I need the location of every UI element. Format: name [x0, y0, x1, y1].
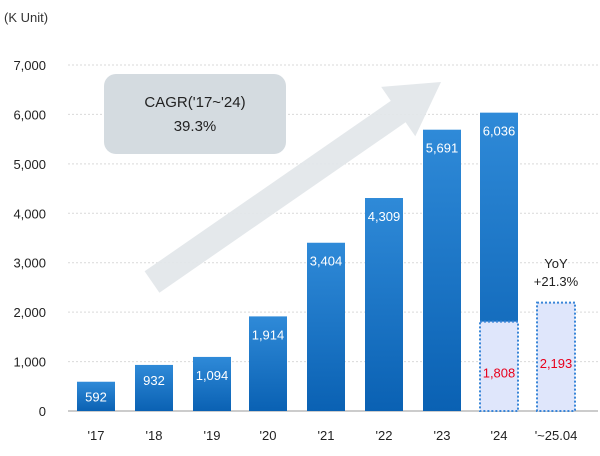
x-tick-label: '24: [491, 428, 508, 443]
bar-value-label: 1,094: [196, 368, 229, 383]
bar: [365, 198, 403, 411]
x-tick-label: '22: [376, 428, 393, 443]
overlay-value-label: 2,193: [540, 356, 573, 371]
x-tick-label: '19: [204, 428, 221, 443]
y-tick-label: 6,000: [13, 107, 46, 122]
y-tick-label: 2,000: [13, 305, 46, 320]
yoy-label: YoY: [544, 256, 568, 271]
y-tick-label: 1,000: [13, 355, 46, 370]
overlay-bar: [479, 320, 519, 413]
cagr-label: CAGR('17~'24): [144, 94, 245, 111]
y-tick-label: 0: [39, 404, 46, 419]
bar: [77, 381, 115, 411]
overlay-value-label: 1,808: [483, 365, 516, 380]
x-tick-label: '20: [260, 428, 277, 443]
bar: [135, 364, 173, 411]
bar-value-label: 4,309: [368, 209, 401, 224]
y-tick-label: 5,000: [13, 157, 46, 172]
y-tick-label: 7,000: [13, 58, 46, 73]
growth-arrow-icon: [144, 82, 441, 293]
bar: [249, 316, 287, 411]
y-tick-label: 3,000: [13, 256, 46, 271]
cagr-value: 39.3%: [174, 118, 217, 135]
x-tick-label: '18: [146, 428, 163, 443]
labels: (K Unit) 0 1,000 2,000 3,000 4,000 5,000 6,000 7…: [4, 10, 577, 443]
bar-value-label: 5,691: [426, 141, 459, 156]
bar-value-label: 6,036: [483, 124, 516, 139]
growth-arrow-shape: [144, 82, 441, 293]
bar-value-label: 932: [143, 373, 165, 388]
callouts: CAGR('17~'24) 39.3% YoY +21.3%: [104, 74, 579, 289]
bar: [423, 129, 461, 411]
x-tick-label: '~25.04: [535, 428, 578, 443]
x-tick-label: '17: [88, 428, 105, 443]
x-tick-label: '23: [434, 428, 451, 443]
bars: [77, 112, 576, 413]
cagr-callout-box: [104, 74, 286, 154]
x-tick-label: '21: [318, 428, 335, 443]
overlay-bar: [536, 301, 576, 413]
bar-value-label: 3,404: [310, 254, 343, 269]
bar: [193, 356, 231, 411]
bar-value-label: 1,914: [252, 327, 285, 342]
unit-label: (K Unit): [4, 10, 48, 25]
y-tick-label: 4,000: [13, 206, 46, 221]
bar-value-label: 592: [85, 389, 107, 404]
yoy-value: +21.3%: [534, 274, 579, 289]
bar: [307, 242, 345, 411]
